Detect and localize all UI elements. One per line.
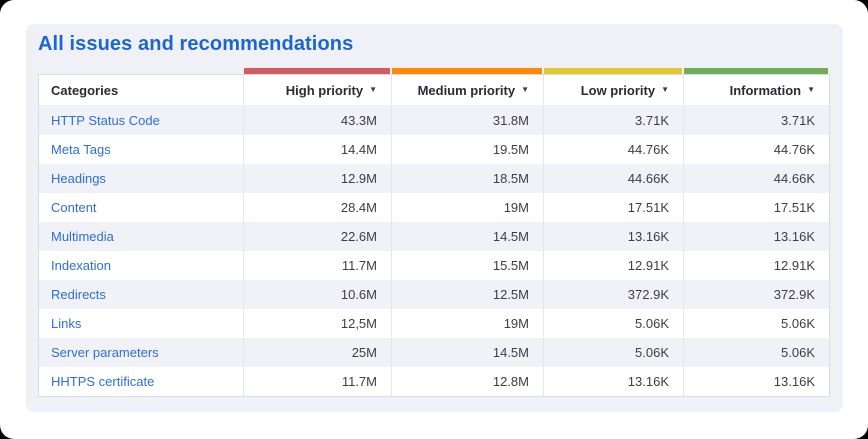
value-cell: 5.06K	[683, 338, 829, 367]
value-cell: 12.91K	[683, 251, 829, 280]
category-link[interactable]: Content	[51, 200, 97, 215]
value-cell: 14.5M	[391, 222, 543, 251]
value-cell: 5.06K	[543, 338, 683, 367]
value-cell: 19.5M	[391, 135, 543, 164]
table-row: HHTPS certificate 11.7M 12.8M 13.16K 13.16K	[39, 367, 829, 396]
column-header-label: Low priority	[580, 82, 656, 98]
value-cell: 372.9K	[683, 280, 829, 309]
value-cell: 28.4M	[243, 193, 391, 222]
category-link[interactable]: Meta Tags	[51, 142, 111, 157]
sort-arrow-icon: ▼	[521, 84, 529, 94]
column-header-low-priority[interactable]: Low priority ▼	[543, 75, 683, 105]
column-header-information[interactable]: Information ▼	[683, 75, 829, 105]
priority-bar-low-priority	[544, 68, 682, 74]
bars-spacer	[39, 68, 243, 74]
table-row: Multimedia 22.6M 14.5M 13.16K 13.16K	[39, 222, 829, 251]
value-cell: 18.5M	[391, 164, 543, 193]
value-cell: 13.16K	[543, 222, 683, 251]
column-header-label: Medium priority	[417, 82, 516, 98]
column-header-medium-priority[interactable]: Medium priority ▼	[391, 75, 543, 105]
column-header-label: High priority	[285, 82, 364, 98]
value-cell: 31.8M	[391, 106, 543, 135]
table-header-row: Categories High priority ▼ Medium priority…	[39, 75, 829, 106]
table-row: Headings 12.9M 18.5M 44.66K 44.66K	[39, 164, 829, 193]
table-row: HTTP Status Code 43.3M 31.8M 3.71K 3.71K	[39, 106, 829, 135]
table-box: Categories High priority ▼ Medium priority…	[38, 74, 830, 397]
value-cell: 22.6M	[243, 222, 391, 251]
value-cell: 11.7M	[243, 367, 391, 396]
value-cell: 5.06K	[683, 309, 829, 338]
value-cell: 5.06K	[543, 309, 683, 338]
category-link[interactable]: Redirects	[51, 287, 106, 302]
value-cell: 3.71K	[683, 106, 829, 135]
value-cell: 17.51K	[543, 193, 683, 222]
sort-arrow-icon: ▼	[369, 84, 377, 94]
value-cell: 44.76K	[543, 135, 683, 164]
column-header-label: Information	[729, 82, 802, 98]
priority-bar-high-priority	[244, 68, 390, 74]
table-row: Redirects 10.6M 12.5M 372.9K 372.9K	[39, 280, 829, 309]
sort-arrow-icon: ▼	[661, 84, 669, 94]
priority-color-bars	[38, 68, 829, 74]
category-link[interactable]: Indexation	[51, 258, 111, 273]
value-cell: 44.76K	[683, 135, 829, 164]
value-cell: 12,5M	[243, 309, 391, 338]
issues-table: Categories High priority ▼ Medium priority…	[38, 68, 830, 397]
table-row: Meta Tags 14.4M 19.5M 44.76K 44.76K	[39, 135, 829, 164]
category-link[interactable]: Links	[51, 316, 82, 331]
value-cell: 44.66K	[683, 164, 829, 193]
value-cell: 372.9K	[543, 280, 683, 309]
priority-bar-medium-priority	[392, 68, 542, 74]
value-cell: 11.7M	[243, 251, 391, 280]
value-cell: 43.3M	[243, 106, 391, 135]
value-cell: 25M	[243, 338, 391, 367]
value-cell: 19M	[391, 193, 543, 222]
value-cell: 3.71K	[543, 106, 683, 135]
value-cell: 14.5M	[391, 338, 543, 367]
value-cell: 19M	[391, 309, 543, 338]
column-header-categories: Categories	[51, 82, 119, 98]
category-link[interactable]: Multimedia	[51, 229, 114, 244]
value-cell: 12.9M	[243, 164, 391, 193]
table-row: Content 28.4M 19M 17.51K 17.51K	[39, 193, 829, 222]
value-cell: 12.91K	[543, 251, 683, 280]
value-cell: 10.6M	[243, 280, 391, 309]
value-cell: 13.16K	[543, 367, 683, 396]
category-link[interactable]: Headings	[51, 171, 106, 186]
table-body: HTTP Status Code 43.3M 31.8M 3.71K 3.71K Meta…	[39, 106, 829, 396]
table-row: Indexation 11.7M 15.5M 12.91K 12.91K	[39, 251, 829, 280]
value-cell: 13.16K	[683, 222, 829, 251]
value-cell: 12.5M	[391, 280, 543, 309]
table-row: Server parameters 25M 14.5M 5.06K 5.06K	[39, 338, 829, 367]
category-link[interactable]: HTTP Status Code	[51, 113, 160, 128]
column-header-high-priority[interactable]: High priority ▼	[243, 75, 391, 105]
sort-arrow-icon: ▼	[807, 84, 815, 94]
value-cell: 14.4M	[243, 135, 391, 164]
table-row: Links 12,5M 19M 5.06K 5.06K	[39, 309, 829, 338]
value-cell: 17.51K	[683, 193, 829, 222]
category-link[interactable]: HHTPS certificate	[51, 374, 155, 389]
value-cell: 13.16K	[683, 367, 829, 396]
value-cell: 15.5M	[391, 251, 543, 280]
page-title: All issues and recommendations	[38, 33, 354, 55]
category-link[interactable]: Server parameters	[51, 345, 159, 360]
value-cell: 12.8M	[391, 367, 543, 396]
issues-card: All issues and recommendations Categorie…	[26, 24, 843, 412]
value-cell: 44.66K	[543, 164, 683, 193]
priority-bar-information	[684, 68, 828, 74]
